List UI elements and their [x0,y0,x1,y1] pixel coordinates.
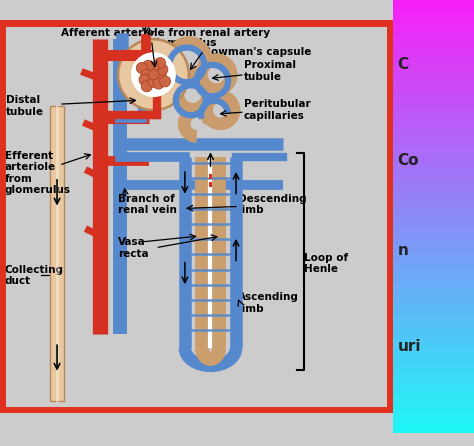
Text: uri: uri [397,339,421,354]
Circle shape [141,69,152,80]
Circle shape [141,81,152,92]
Circle shape [153,78,164,89]
Circle shape [155,69,166,80]
Circle shape [148,76,159,87]
Circle shape [148,70,158,80]
Text: Loop of
Henle: Loop of Henle [304,253,348,274]
Circle shape [143,60,154,71]
Text: Bowman's capsule: Bowman's capsule [202,47,311,57]
Text: C: C [397,58,409,72]
Bar [209,174,212,179]
Text: Efferent
arteriole
from
glomerulus: Efferent arteriole from glomerulus [5,151,71,195]
Text: Vasa
recta: Vasa recta [118,237,149,259]
Text: Branch of
renal vein: Branch of renal vein [118,194,177,215]
Text: Peritubular
capillaries: Peritubular capillaries [244,99,310,121]
Circle shape [137,62,147,74]
Text: n: n [397,244,408,258]
Text: Ascending
limb: Ascending limb [238,292,299,314]
Text: Glomerulus: Glomerulus [147,38,217,49]
Circle shape [131,52,176,97]
Circle shape [157,64,168,75]
Text: Distal
tubule: Distal tubule [6,95,44,117]
FancyBboxPatch shape [50,106,64,401]
Text: Proximal
tubule: Proximal tubule [244,60,296,82]
Circle shape [155,58,165,69]
Circle shape [118,39,189,110]
Text: Collecting
duct: Collecting duct [5,264,64,286]
Circle shape [139,74,150,85]
Text: Co: Co [397,153,419,168]
Text: Descending
limb: Descending limb [238,194,307,215]
Text: Afferent arteriole from renal artery: Afferent arteriole from renal artery [61,28,270,38]
Circle shape [148,62,159,73]
Bar [209,182,212,187]
Circle shape [160,76,171,87]
